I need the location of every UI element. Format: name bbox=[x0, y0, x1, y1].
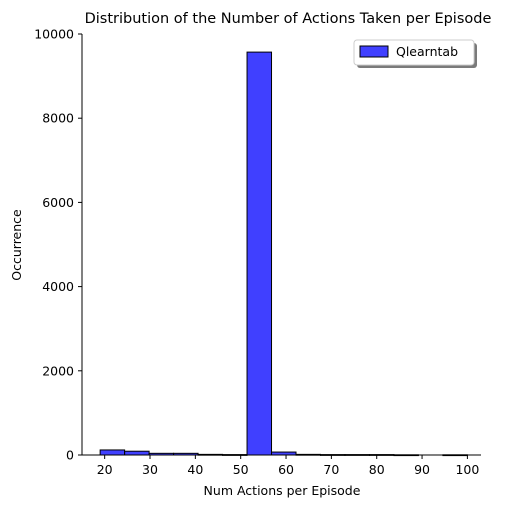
legend-label: Qlearntab bbox=[396, 44, 458, 59]
x-axis-label: Num Actions per Episode bbox=[204, 483, 361, 498]
y-axis-ticks: 0 2000 4000 6000 8000 10000 bbox=[34, 27, 82, 463]
y-tick-label: 8000 bbox=[42, 111, 74, 126]
chart-title: Distribution of the Number of Actions Ta… bbox=[85, 11, 492, 27]
x-tick-label: 30 bbox=[142, 462, 158, 477]
y-tick-label: 6000 bbox=[42, 195, 74, 210]
x-tick-label: 80 bbox=[369, 462, 385, 477]
y-axis-label: Occurrence bbox=[9, 209, 24, 281]
x-tick-label: 70 bbox=[323, 462, 339, 477]
x-tick-label: 20 bbox=[97, 462, 113, 477]
y-tick-label: 10000 bbox=[34, 27, 74, 42]
histogram-bar bbox=[99, 449, 126, 456]
x-tick-label: 50 bbox=[233, 462, 249, 477]
histogram-bar bbox=[124, 450, 150, 456]
y-tick-label: 4000 bbox=[42, 279, 74, 294]
legend-swatch bbox=[359, 45, 389, 58]
y-tick-label: 2000 bbox=[42, 363, 74, 378]
legend: Qlearntab bbox=[353, 39, 477, 68]
y-tick-label: 0 bbox=[66, 448, 74, 463]
x-tick-label: 40 bbox=[187, 462, 203, 477]
histogram-bar bbox=[246, 51, 273, 456]
bars-group bbox=[99, 51, 468, 457]
x-tick-label: 100 bbox=[455, 462, 479, 477]
x-axis-ticks: 20 30 40 50 60 70 80 90 100 bbox=[97, 455, 479, 477]
x-tick-label: 90 bbox=[414, 462, 430, 477]
x-tick-label: 60 bbox=[278, 462, 294, 477]
